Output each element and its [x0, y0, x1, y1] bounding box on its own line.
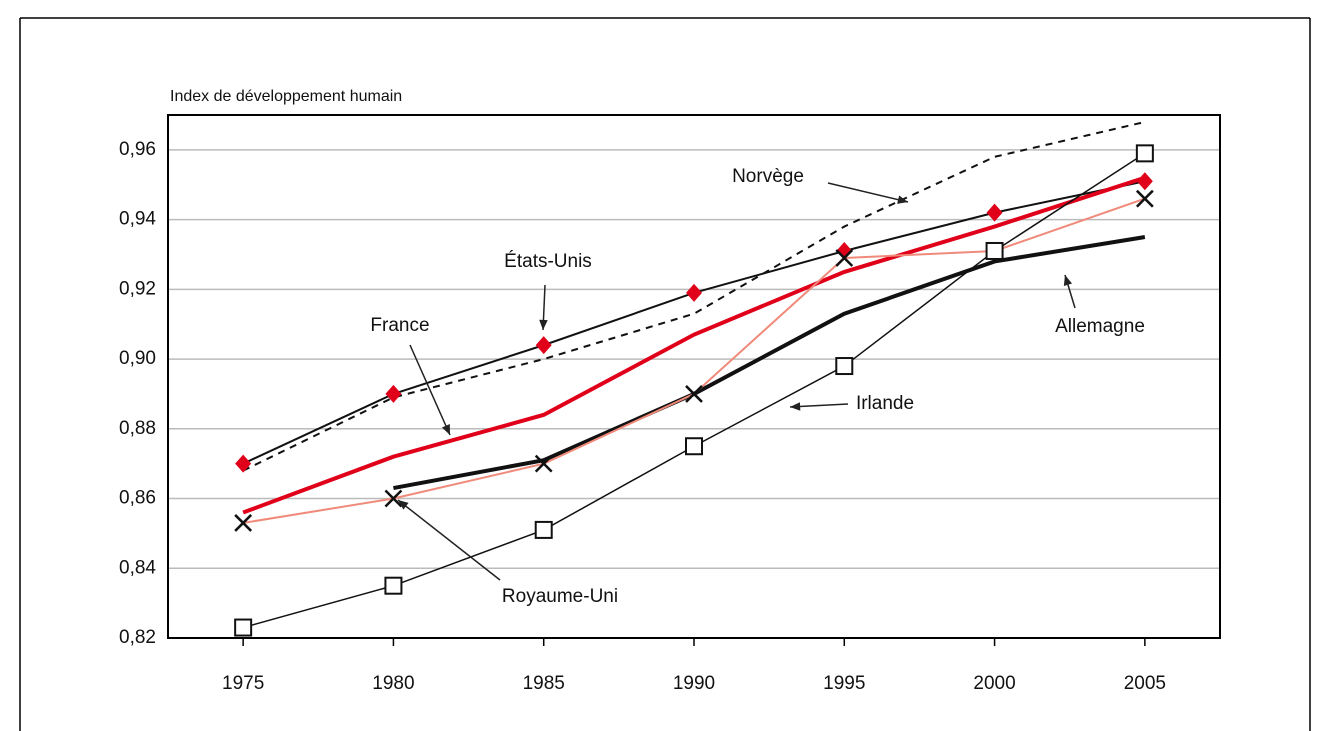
series-label: France [370, 315, 429, 336]
marker [835, 357, 854, 376]
line [242, 197, 1146, 524]
marker [1135, 144, 1154, 163]
marker [986, 203, 1003, 222]
arrow-head [398, 500, 409, 510]
y-tick-label: 0,82 [119, 627, 156, 648]
marker [534, 454, 553, 473]
x-tick-label: 2000 [973, 673, 1015, 694]
series-label: États-Unis [504, 251, 592, 272]
marker [235, 454, 252, 473]
line [242, 175, 1146, 515]
marker [534, 520, 553, 539]
arrow-head [897, 195, 908, 204]
marker [685, 385, 703, 403]
y-tick-label: 0,94 [119, 209, 156, 230]
line [242, 152, 1146, 629]
y-tick-label: 0,90 [119, 348, 156, 369]
arrow-head [1063, 275, 1073, 286]
y-tick-label: 0,88 [119, 418, 156, 439]
marker [686, 283, 702, 302]
x-tick-label: 2005 [1124, 673, 1166, 694]
arrow-head [441, 424, 450, 435]
marker [384, 576, 403, 595]
marker [1135, 189, 1154, 208]
y-tick-label: 0,96 [119, 139, 156, 160]
series-label: Allemagne [1055, 316, 1145, 337]
marker [385, 384, 402, 403]
marker [836, 241, 853, 260]
marker [1136, 172, 1153, 191]
x-tick-label: 1995 [823, 673, 865, 694]
label-arrow [409, 344, 451, 436]
plot-border [167, 114, 1221, 639]
label-arrow [397, 499, 501, 581]
x-tick-label: 1980 [372, 673, 414, 694]
marker [234, 514, 253, 532]
y-tick-label: 0,86 [119, 488, 156, 509]
line [393, 235, 1146, 491]
arrow-head [539, 319, 548, 330]
x-tick-label: 1975 [222, 673, 264, 694]
arrow-head [790, 402, 801, 411]
series-label: Norvège [732, 166, 804, 187]
x-tick-label: 1985 [523, 673, 565, 694]
marker [685, 437, 703, 456]
y-tick-label: 0,92 [119, 278, 156, 299]
y-axis-label: Index de développement humain [170, 88, 402, 105]
marker [835, 249, 854, 267]
marker [535, 336, 552, 355]
marker [234, 618, 253, 637]
marker [985, 241, 1004, 260]
x-tick-label: 1990 [673, 673, 715, 694]
label-arrow [827, 182, 909, 203]
series-label: Irlande [856, 393, 914, 414]
marker [384, 489, 403, 508]
series-label: Royaume-Uni [502, 586, 618, 607]
y-tick-label: 0,84 [119, 557, 156, 578]
